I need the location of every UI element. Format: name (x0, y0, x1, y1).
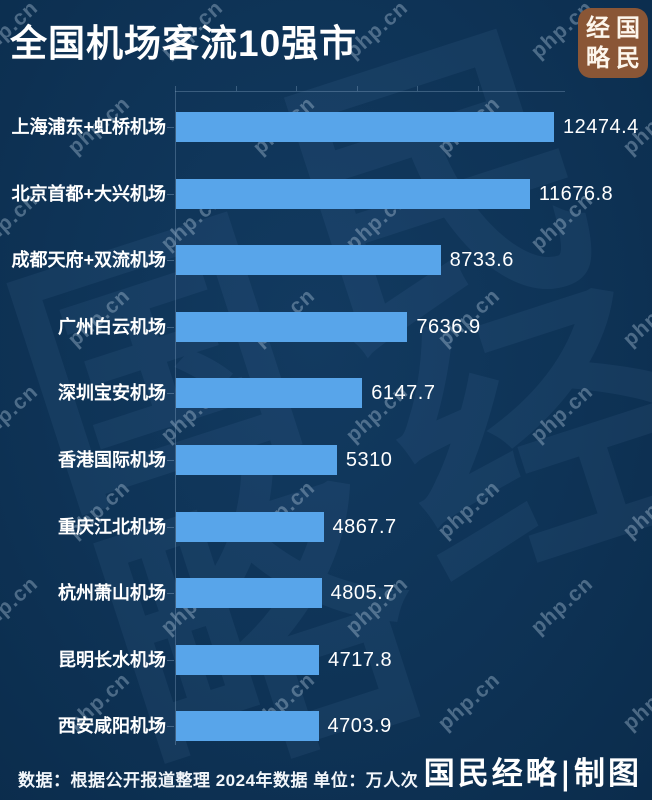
bar (176, 578, 322, 609)
category-label: 重庆江北机场 (58, 516, 166, 537)
bar (176, 311, 408, 342)
y-axis-tick (167, 726, 174, 728)
seal-char: 略 (586, 43, 610, 72)
y-axis-tick (167, 460, 174, 461)
publisher-seal: 经 国 略 民 (578, 8, 648, 78)
value-label: 11676.8 (538, 182, 614, 205)
value-label: 4703.9 (327, 715, 392, 738)
bar-chart: 上海浦东+虹桥机场 12474.4 北京首都+大兴机场 11676.8 成都天府+双流机… (0, 86, 652, 745)
y-axis-tick (167, 593, 174, 595)
bar (176, 445, 337, 475)
x-axis-line (175, 91, 565, 92)
bar (176, 378, 363, 409)
credit-signature: 国民经略|制图 (423, 756, 642, 792)
category-label: 香港国际机场 (58, 450, 166, 470)
seal-char: 民 (616, 43, 640, 72)
value-label: 12474.4 (563, 116, 639, 138)
y-axis-line (175, 91, 176, 745)
x-axis-tick (417, 86, 419, 91)
x-axis-tick (356, 86, 358, 91)
y-axis-tick (167, 526, 174, 528)
source-note: 数据：根据公开报道整理 2024年数据 单位：万人次 (18, 771, 419, 790)
x-axis-tick (235, 86, 237, 91)
value-label: 6147.7 (371, 382, 436, 405)
bar (176, 245, 441, 276)
bar (176, 178, 530, 209)
category-label: 西安咸阳机场 (58, 716, 166, 737)
x-axis-tick (296, 86, 298, 91)
category-label: 北京首都+大兴机场 (11, 183, 166, 204)
bar (176, 112, 554, 142)
category-label: 成都天府+双流机场 (11, 250, 166, 271)
value-label: 4867.7 (332, 515, 397, 538)
value-label: 4805.7 (330, 582, 395, 605)
y-axis-tick (167, 393, 174, 395)
seal-char: 经 (586, 13, 610, 42)
y-axis-tick (167, 193, 174, 195)
bar (176, 644, 319, 675)
category-label: 广州白云机场 (58, 316, 166, 337)
value-label: 4717.8 (327, 648, 393, 671)
category-label: 昆明长水机场 (58, 649, 166, 670)
value-label: 8733.6 (449, 249, 514, 272)
y-axis-tick (167, 326, 174, 328)
category-label: 上海浦东+虹桥机场 (11, 117, 166, 137)
bar (176, 511, 324, 542)
y-axis-tick (167, 260, 174, 262)
page-title: 全国机场客流10强市 (10, 23, 358, 64)
seal-char: 国 (616, 13, 640, 42)
y-axis-tick (167, 127, 174, 128)
bar (176, 711, 319, 742)
category-label: 杭州萧山机场 (58, 583, 166, 604)
y-axis-tick (167, 659, 174, 661)
value-label: 7636.9 (416, 315, 481, 338)
value-label: 5310 (345, 449, 393, 471)
x-axis-tick (478, 86, 480, 91)
category-label: 深圳宝安机场 (58, 383, 166, 404)
x-axis-tick (175, 86, 176, 91)
